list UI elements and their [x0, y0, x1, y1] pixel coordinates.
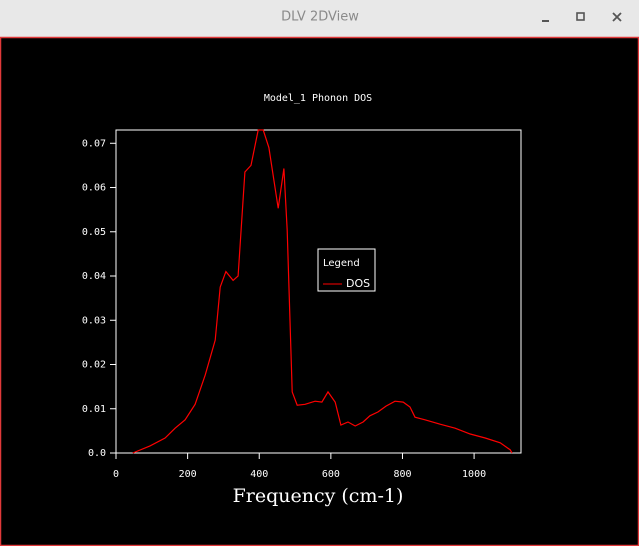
- close-button[interactable]: [612, 12, 622, 22]
- y-tick-label: 0.07: [82, 138, 106, 149]
- y-tick-label: 0.06: [82, 183, 106, 194]
- legend-title: Legend: [323, 258, 360, 269]
- x-tick-label: 1000: [462, 469, 486, 480]
- data-line: [132, 129, 513, 454]
- x-tick-label: 800: [393, 469, 411, 480]
- plot-frame: [115, 129, 522, 454]
- chart-title: Model_1 Phonon DOS: [264, 93, 372, 104]
- x-tick-label: 400: [250, 469, 268, 480]
- window-title: DLV 2DView: [281, 10, 359, 25]
- y-tick-label: 0.0: [88, 448, 106, 459]
- y-tick-label: 0.04: [82, 271, 106, 282]
- y-tick-label: 0.01: [82, 404, 106, 415]
- x-tick-label: 200: [179, 469, 197, 480]
- y-tick-label: 0.02: [82, 360, 106, 371]
- x-axis-label: Frequency (cm-1): [233, 485, 404, 507]
- x-tick-label: 600: [322, 469, 340, 480]
- x-tick-label: 0: [113, 469, 119, 480]
- title-bar: [0, 0, 639, 37]
- y-tick-label: 0.05: [82, 227, 106, 238]
- y-tick-label: 0.03: [82, 315, 106, 326]
- maximize-button[interactable]: [576, 12, 585, 21]
- legend-label: DOS: [346, 277, 370, 290]
